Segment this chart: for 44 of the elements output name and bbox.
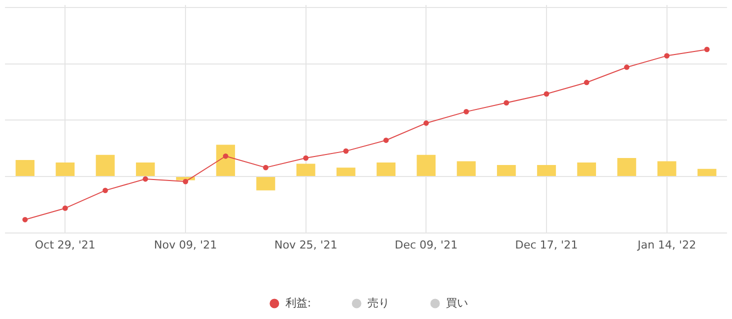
legend-label: 買い (446, 296, 468, 310)
x-tick-label: Nov 25, '21 (274, 238, 338, 252)
point (303, 155, 309, 161)
point (664, 53, 670, 59)
bar (617, 158, 636, 176)
bar (56, 162, 75, 176)
point (423, 120, 429, 126)
point (222, 153, 228, 159)
x-tick-label: Nov 09, '21 (154, 238, 217, 252)
point (102, 188, 108, 194)
x-tick-label: Dec 09, '21 (394, 238, 458, 252)
bar (456, 161, 476, 176)
bar (537, 165, 556, 176)
bar (256, 176, 276, 190)
point (22, 216, 28, 222)
legend-label: 売り (368, 296, 390, 310)
bar (657, 161, 676, 176)
x-tick-label: Oct 29, '21 (34, 238, 96, 252)
legend-label: 利益: (285, 296, 312, 310)
bar (216, 144, 236, 176)
bar (376, 162, 396, 176)
bar (16, 160, 34, 176)
bar (496, 165, 516, 176)
point (624, 64, 630, 70)
bar (336, 168, 356, 176)
point (182, 178, 188, 184)
point (464, 108, 469, 114)
point (504, 100, 510, 106)
x-tick-label: Dec 17, '21 (515, 238, 578, 252)
bar (577, 162, 596, 176)
point (142, 176, 148, 182)
bar (416, 154, 436, 176)
point (383, 138, 389, 143)
x-tick-label: Jan 14, '22 (636, 238, 696, 252)
point (343, 148, 349, 154)
point (544, 91, 550, 97)
bar (96, 154, 115, 176)
bar (698, 168, 716, 176)
point (584, 80, 590, 86)
bar (136, 162, 155, 176)
point (263, 164, 268, 170)
bar (296, 164, 316, 176)
point (62, 206, 68, 211)
point (704, 46, 710, 52)
